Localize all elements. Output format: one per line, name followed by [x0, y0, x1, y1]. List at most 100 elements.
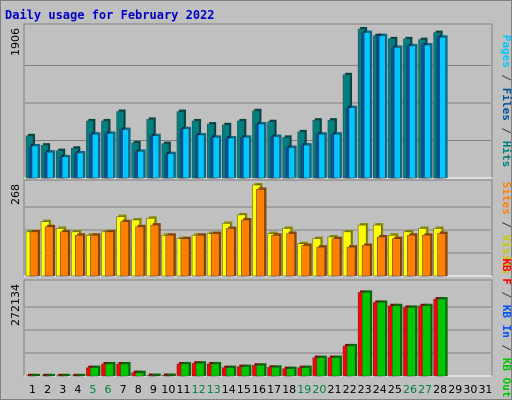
top-axis-label-part: / [500, 121, 512, 141]
kbout-bar [407, 307, 416, 377]
day-tick-label: 20 [312, 383, 326, 396]
kbout-bar-shadow [47, 373, 56, 376]
day-tick-label: 22 [343, 383, 357, 396]
kbout-bar [180, 363, 190, 377]
sites-bar [361, 245, 371, 277]
top-axis-label-part: / [500, 68, 512, 88]
sites-bar [392, 238, 401, 277]
kbout-bar [301, 367, 310, 377]
sites-bar [210, 233, 220, 277]
sites-bar [180, 238, 190, 277]
kbout-bar [165, 375, 175, 377]
kbout-bar [241, 366, 250, 377]
sites-bar [226, 228, 235, 277]
pages-bar [348, 107, 356, 179]
kbout-bar-shadow [62, 373, 71, 376]
top-axis-label-part: Pages [500, 35, 512, 68]
pages-bar [318, 133, 326, 179]
day-tick-label: 15 [237, 383, 251, 396]
sites-bar [29, 231, 39, 277]
sites-bar [331, 238, 341, 277]
sites-bar [346, 246, 356, 277]
pages-bar [137, 151, 144, 179]
day-tick-label: 18 [282, 383, 296, 396]
bottom-axis-label-part: KB F [500, 258, 512, 285]
pages-bar [61, 156, 69, 179]
middle-axis-label-part: / [500, 215, 512, 235]
sites-bar [437, 233, 446, 277]
pages-bar [92, 133, 99, 179]
day-tick-label: 30 [463, 383, 477, 396]
sites-bar [75, 235, 84, 277]
pages-bar [107, 133, 114, 179]
kbout-bar [316, 357, 326, 377]
kbout-bar [361, 292, 371, 377]
day-tick-label: 31 [478, 383, 492, 396]
sites-bar [135, 226, 144, 277]
day-tick-label: 29 [448, 383, 462, 396]
pages-bar [258, 123, 265, 179]
day-tick-label: 13 [207, 383, 221, 396]
pages-bar [288, 147, 295, 179]
bottom-axis-label-part: / [500, 338, 512, 358]
pages-bar [409, 45, 416, 179]
middle-axis-label-part: Visits [500, 235, 512, 275]
pages-bar [394, 47, 401, 179]
kbout-bar-shadow [152, 373, 161, 376]
day-tick-label: 16 [252, 383, 266, 396]
day-tick-label: 9 [150, 383, 157, 396]
pages-bar [424, 44, 431, 179]
pages-bar [439, 37, 446, 179]
kbout-bar [256, 365, 265, 377]
day-tick-label: 21 [327, 383, 341, 396]
sites-bar [120, 221, 129, 277]
kbout-bar [195, 363, 205, 377]
kbout-bar [150, 375, 160, 377]
sites-bar [407, 235, 416, 277]
kbout-bar-shadow [32, 373, 40, 376]
middle-max-label: 268 [9, 184, 22, 205]
day-tick-label: 4 [74, 383, 81, 396]
sites-bar [301, 245, 310, 277]
kbout-bar [90, 367, 99, 377]
day-tick-label: 7 [120, 383, 127, 396]
sites-bar [105, 231, 114, 277]
kbout-bar [392, 305, 401, 377]
pages-bar [333, 133, 341, 179]
bottom-max-label: 272134 [9, 284, 22, 326]
kbout-bar-shadow [167, 373, 176, 376]
pages-bar [46, 151, 54, 179]
day-tick-label: 28 [433, 383, 447, 396]
day-tick-label: 10 [161, 383, 175, 396]
sites-bar [422, 235, 431, 277]
top-max-label: 1906 [9, 28, 22, 56]
pages-bar [152, 135, 160, 179]
middle-axis-label-part: Sites [500, 182, 512, 215]
top-axis-label: Pages / Files / Hits [500, 35, 512, 168]
bottom-axis-label-part: / [500, 285, 512, 305]
pages-bar [197, 134, 205, 179]
kbout-bar [376, 302, 386, 377]
day-tick-label: 1 [29, 383, 36, 396]
top-axis-label-part: Hits [500, 141, 512, 168]
sites-bar [165, 235, 175, 277]
kbout-bar [422, 305, 431, 377]
sites-bar [150, 224, 160, 277]
pages-bar [303, 144, 310, 179]
kbout-bar [226, 367, 235, 377]
sites-bar [376, 236, 386, 277]
bottom-axis-label-part: KB Out [500, 358, 512, 398]
pages-bar [77, 152, 84, 179]
day-tick-label: 23 [358, 383, 372, 396]
day-tick-label: 12 [192, 383, 206, 396]
kbout-bar [346, 345, 356, 377]
sites-bar [59, 231, 69, 277]
sites-bar [195, 235, 205, 277]
bottom-axis-label-part: KB In [500, 305, 512, 338]
pages-bar [122, 129, 129, 179]
sites-bar [286, 233, 295, 277]
chart-title: Daily usage for February 2022 [5, 8, 215, 22]
kbout-bar [286, 368, 295, 377]
pages-bar [182, 128, 190, 179]
